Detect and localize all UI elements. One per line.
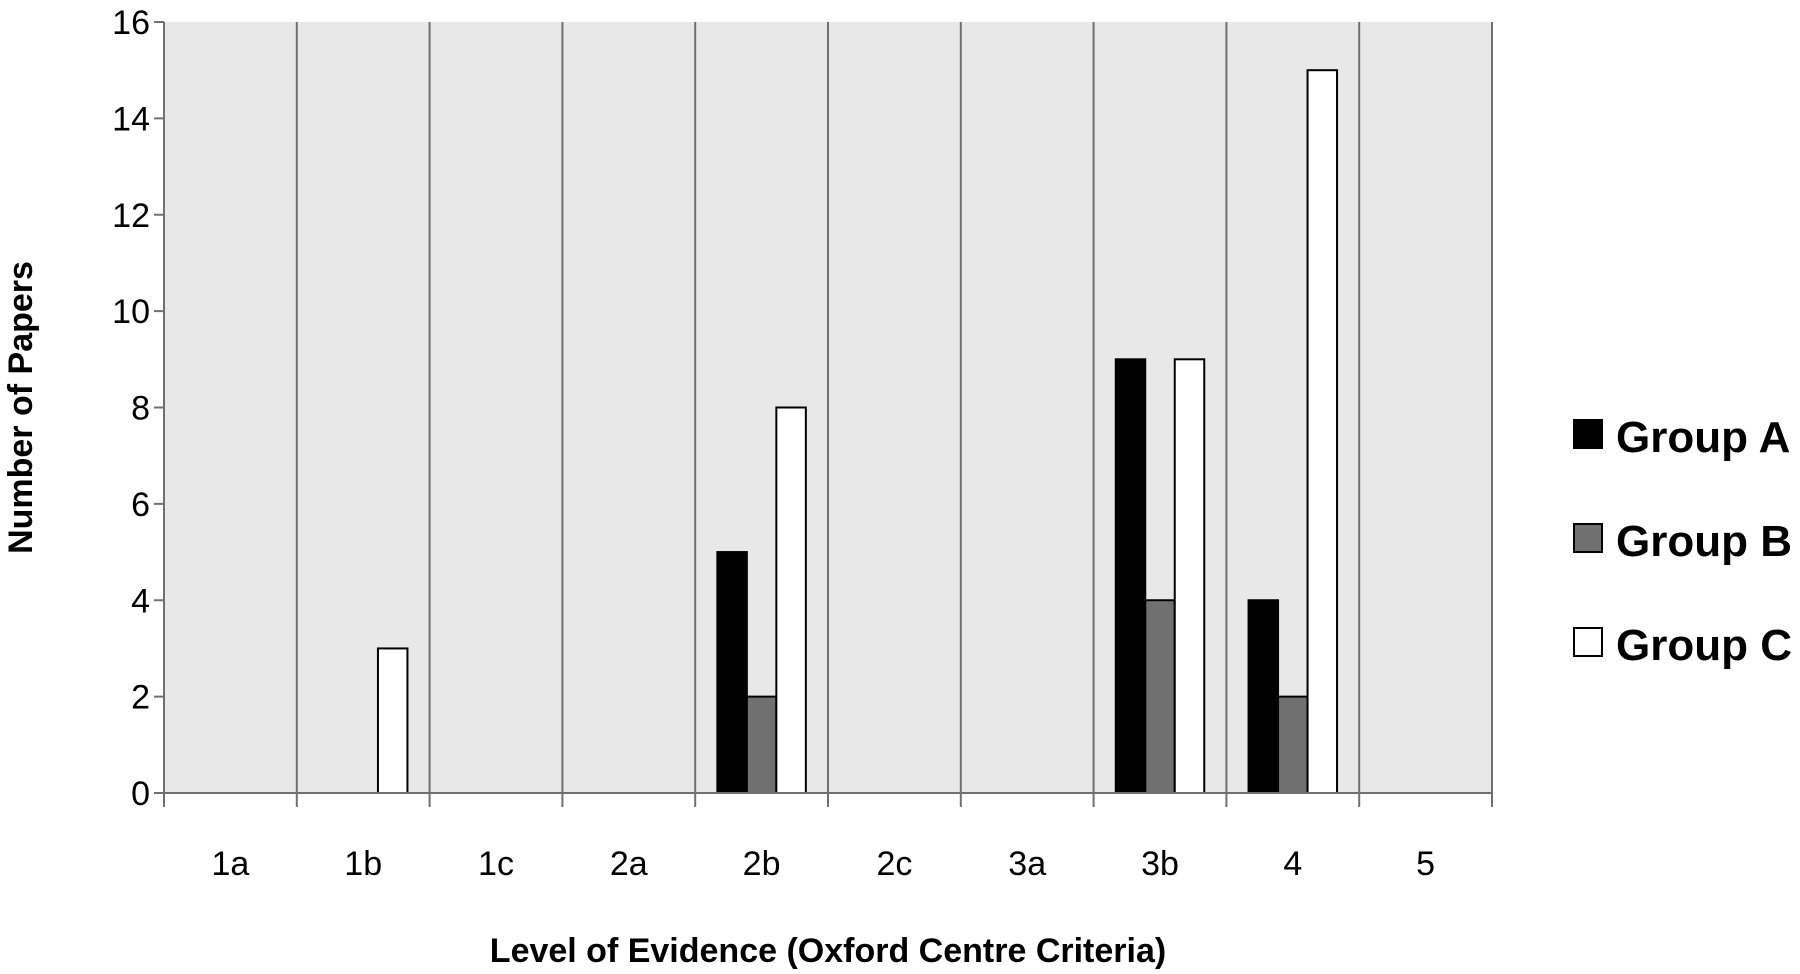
y-tick-label: 2 — [131, 679, 150, 717]
x-tick-label: 2a — [610, 845, 648, 883]
bar-group-c-3b — [1173, 358, 1206, 794]
legend: Group A Group B Group C — [1573, 413, 1792, 670]
x-tick-label: 2b — [743, 845, 781, 883]
legend-label-group-c: Group C — [1616, 621, 1792, 670]
y-axis-title: Number of Papers — [2, 261, 40, 554]
x-tick-label: 2c — [876, 845, 912, 883]
bars — [376, 69, 1339, 794]
bar-group-c-1b — [376, 647, 409, 794]
y-tick-label: 16 — [112, 4, 150, 42]
x-tick-label: 4 — [1283, 845, 1302, 883]
y-tick-label: 4 — [131, 582, 150, 620]
bar-group-c-2b — [775, 406, 807, 794]
bar-group-a-2b — [716, 551, 748, 794]
y-tick-label: 6 — [131, 486, 150, 524]
y-tick-label: 10 — [112, 293, 150, 331]
legend-swatch-group-a — [1573, 419, 1603, 449]
bar-group-c-4 — [1306, 69, 1339, 794]
x-tick-label: 5 — [1416, 845, 1435, 883]
legend-label-group-a: Group A — [1616, 413, 1790, 462]
y-axis-ticks: 0 2 4 6 8 10 12 14 16 — [112, 4, 164, 813]
x-tick-label: 3b — [1141, 845, 1179, 883]
x-tick-label: 1a — [211, 845, 249, 883]
bar-group-a-3b — [1114, 358, 1147, 794]
bar-group-b-4 — [1277, 695, 1309, 794]
bar-group-b-2b — [745, 695, 778, 794]
x-axis-title: Level of Evidence (Oxford Centre Criteri… — [490, 932, 1166, 970]
y-tick-label: 0 — [131, 775, 150, 813]
bar-group-a-4 — [1247, 599, 1280, 794]
legend-swatch-group-c — [1573, 627, 1603, 657]
x-tick-label: 3a — [1008, 845, 1046, 883]
legend-label-group-b: Group B — [1616, 517, 1792, 566]
y-tick-label: 12 — [112, 197, 150, 235]
x-tick-label: 1c — [478, 845, 514, 883]
x-tick-label: 1b — [344, 845, 382, 883]
y-tick-label: 8 — [131, 390, 150, 428]
legend-swatch-group-b — [1573, 523, 1603, 553]
gridlines — [295, 22, 1493, 793]
x-axis-ticks: 1a 1b 1c 2a 2b 2c 3a 3b 4 5 — [163, 793, 1493, 883]
y-tick-label: 14 — [112, 100, 150, 138]
bar-group-b-3b — [1144, 599, 1176, 794]
